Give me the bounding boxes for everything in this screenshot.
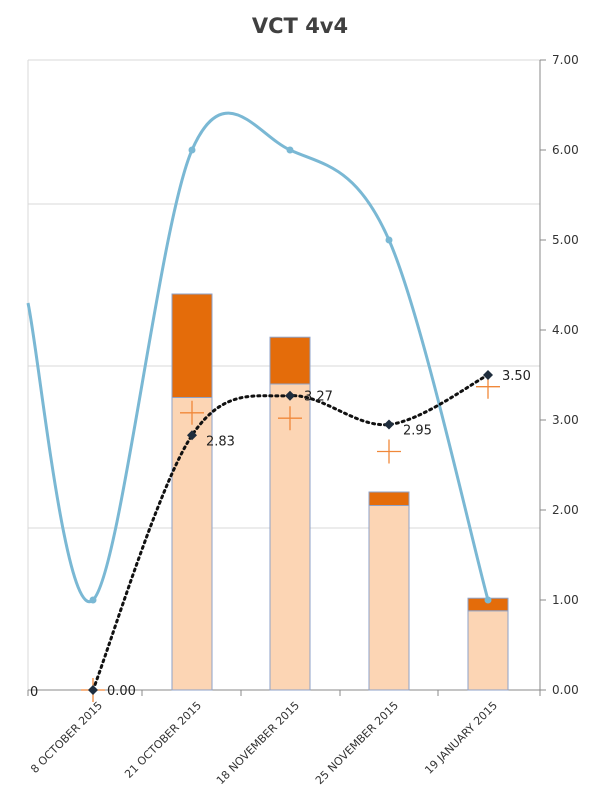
data-label-0: 0.00 [107,684,136,699]
dotted-point-0 [88,685,98,695]
line-series [26,111,490,604]
dotted-point-3 [384,419,394,430]
y-tick-label-5: 5.00 [552,233,579,247]
cross-marker-3 [377,439,401,464]
line-point-4 [484,596,492,604]
bar-2-segment-0 [269,383,311,691]
dotted-point-1 [187,430,197,441]
bar-4-segment-0 [467,610,509,691]
y-tick-label-7: 7.00 [552,53,579,67]
y-tick-label-3: 3.00 [552,413,579,427]
data-label-1: 2.83 [206,434,235,449]
cross-marker-1 [180,400,204,425]
dotted-point-4 [483,370,493,380]
category-label-4: 19 JANUARY 2015 [422,699,500,777]
line-point-1 [188,146,196,154]
y-tick-label-6: 6.00 [552,143,579,157]
bar-1-segment-1 [171,293,213,398]
category-label-3: 25 NOVEMBER 2015 [313,699,401,787]
y-tick-label-0: 0.00 [552,683,579,697]
y-tick-label-1: 1.00 [552,593,579,607]
bar-1-segment-0 [171,397,213,691]
data-label-4: 3.50 [502,369,531,384]
bar-3-segment-0 [368,505,410,691]
chart-title: VCT 4v4 [251,14,349,38]
category-label-0: 8 OCTOBER 2015 [28,699,105,776]
y-tick-label-4: 4.00 [552,323,579,337]
category-label-2: 18 NOVEMBER 2015 [214,699,302,787]
dotted-point-2 [285,390,295,401]
data-label-3: 2.95 [403,424,432,439]
y-tick-label-2: 2.00 [552,503,579,517]
data-label-2: 3.27 [304,390,333,405]
dotted-series [91,373,490,692]
line-point-3 [385,236,393,244]
category-label-1: 21 OCTOBER 2015 [122,699,204,781]
bar-3-segment-1 [368,491,410,506]
extra-zero-label: 0 [30,685,38,700]
cross-marker-2 [278,406,302,431]
line-point-2 [286,146,294,154]
line-point-0 [89,596,97,604]
bar-2-segment-1 [269,336,311,385]
